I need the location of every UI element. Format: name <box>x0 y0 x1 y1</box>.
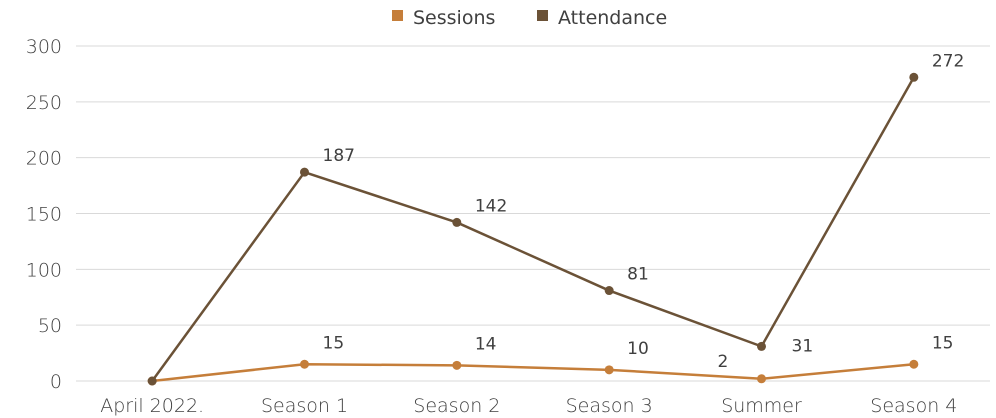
data-point <box>300 359 309 369</box>
legend-swatch <box>537 10 548 21</box>
y-tick-label: 250 <box>26 92 62 114</box>
data-point <box>147 376 157 386</box>
y-tick-label: 150 <box>26 204 62 226</box>
y-tick-label: 200 <box>26 148 62 170</box>
data-label: 142 <box>475 196 507 216</box>
x-axis: April 2022. Season 1 Season 2 Season 3 Summe… <box>76 380 990 417</box>
series-line <box>151 76 915 382</box>
data-point <box>300 167 309 177</box>
data-point <box>757 341 766 351</box>
series-sessions: 15 14 10 2 15 <box>147 333 954 386</box>
x-tick-label: Season 4 <box>870 395 957 417</box>
data-label: 14 <box>475 334 497 354</box>
y-tick-label: 300 <box>26 36 62 58</box>
data-label: 15 <box>932 333 954 353</box>
data-point <box>452 360 462 370</box>
x-tick-label: Season 1 <box>261 395 348 417</box>
data-label: 31 <box>792 336 814 356</box>
data-point <box>452 217 462 227</box>
series-group: 15 14 10 2 15 187 142 81 31 272 <box>147 51 964 386</box>
legend-item-sessions: Sessions <box>392 7 495 29</box>
legend: Sessions Attendance <box>392 7 667 29</box>
x-tick-label: Summer <box>721 395 802 417</box>
y-axis: 0 50 100 150 200 250 300 <box>26 36 62 393</box>
x-tick-label: Season 3 <box>566 395 653 417</box>
data-label: 15 <box>323 333 345 353</box>
data-point <box>604 365 614 375</box>
data-label: 10 <box>627 339 649 359</box>
legend-swatch <box>392 10 403 21</box>
data-point <box>909 359 919 369</box>
x-tick-label: Season 2 <box>413 395 500 417</box>
y-tick-label: 50 <box>38 315 62 337</box>
x-tick-label: April 2022. <box>100 395 204 417</box>
legend-label: Sessions <box>413 7 495 29</box>
data-label: 187 <box>323 146 355 166</box>
y-tick-label: 100 <box>26 259 62 281</box>
gridlines <box>76 45 990 326</box>
data-point <box>757 374 766 384</box>
legend-item-attendance: Attendance <box>537 7 667 29</box>
data-point <box>604 286 614 296</box>
data-point <box>909 72 919 82</box>
y-tick-label: 0 <box>50 371 62 393</box>
legend-label: Attendance <box>558 7 667 29</box>
data-label: 81 <box>627 265 649 285</box>
series-line <box>152 363 914 383</box>
data-label: 272 <box>932 51 964 71</box>
data-label: 2 <box>718 352 729 372</box>
